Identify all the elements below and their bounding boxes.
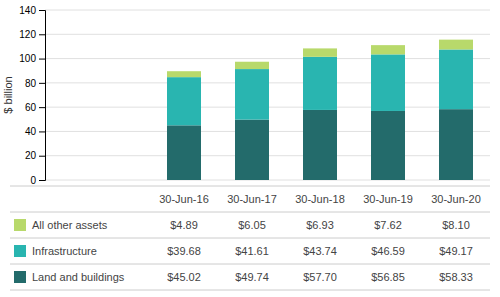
table-header: 30-Jun-16: [159, 193, 209, 205]
table-value: $56.85: [371, 271, 405, 283]
y-tick-mark: [39, 34, 45, 35]
table-header: 30-Jun-19: [363, 193, 413, 205]
bar: [235, 62, 269, 69]
legend-label: Land and buildings: [32, 271, 125, 283]
table-separator: [10, 290, 490, 291]
y-tick-mark: [39, 107, 45, 108]
bar: [439, 109, 473, 180]
legend-swatch: [14, 219, 26, 231]
y-tick-label: 80: [25, 78, 37, 89]
bar-series: [167, 49, 473, 125]
table-value: $49.17: [439, 245, 473, 257]
bar: [303, 57, 337, 110]
table-value: $6.05: [238, 219, 266, 231]
bar: [167, 125, 201, 180]
y-axis: 0 20 40 60 80 100 120 140: [19, 5, 45, 186]
bar: [303, 48, 337, 56]
bar: [371, 45, 405, 54]
y-tick: 100: [19, 53, 45, 64]
table-separator: [10, 264, 490, 265]
y-tick-mark: [39, 10, 45, 11]
table-separator: [10, 212, 490, 213]
table-separator: [10, 238, 490, 239]
y-tick: 40: [25, 126, 45, 137]
bar: [439, 49, 473, 109]
y-tick-label: 120: [19, 29, 36, 40]
chart: 020406080100120140$ billion30-Jun-1630-J…: [0, 0, 500, 297]
legend-swatch: [14, 271, 26, 283]
y-tick: 140: [19, 5, 45, 16]
y-tick-label: 40: [25, 126, 37, 137]
bar: [303, 110, 337, 180]
y-tick-mark: [39, 156, 45, 157]
y-tick: 60: [25, 102, 45, 113]
bar: [235, 69, 269, 120]
y-tick-label: 20: [25, 150, 37, 161]
table-value: $58.33: [439, 271, 473, 283]
bar: [371, 54, 405, 111]
table-value: $46.59: [371, 245, 405, 257]
bar: [439, 40, 473, 50]
legend-swatch: [14, 245, 26, 257]
y-tick-mark: [39, 83, 45, 84]
y-axis-title: $ billion: [2, 76, 14, 113]
bar: [371, 111, 405, 180]
bars: [167, 40, 473, 180]
y-tick-mark: [39, 59, 45, 60]
y-tick-mark: [39, 180, 45, 181]
table-value: $4.89: [170, 219, 198, 231]
legend-label: All other assets: [32, 219, 108, 231]
bar: [167, 71, 201, 77]
grid-line: [45, 34, 490, 35]
table-header: 30-Jun-18: [295, 193, 345, 205]
bar-series: [167, 109, 473, 180]
y-tick: 80: [25, 78, 45, 89]
grid: [45, 10, 490, 180]
table-value: $6.93: [306, 219, 334, 231]
table: 30-Jun-16 30-Jun-17 30-Jun-18 30-Jun-19 30-J…: [10, 186, 490, 290]
table-value: $7.62: [374, 219, 402, 231]
table-header: 30-Jun-20: [431, 193, 481, 205]
bar: [167, 77, 201, 125]
table-separator: [10, 186, 490, 187]
grid-line: [45, 10, 490, 11]
bar-series: [167, 40, 473, 78]
y-tick: 0: [30, 175, 45, 186]
y-tick-label: 60: [25, 102, 37, 113]
grid-line: [45, 58, 490, 59]
y-tick-label: 140: [19, 5, 36, 16]
y-tick-mark: [39, 131, 45, 132]
bar: [235, 120, 269, 180]
table-value: $57.70: [303, 271, 337, 283]
y-tick: 20: [25, 150, 45, 161]
table-value: $39.68: [167, 245, 201, 257]
y-tick-label: 0: [30, 175, 36, 186]
legend-label: Infrastructure: [32, 245, 97, 257]
table-value: $43.74: [303, 245, 337, 257]
y-tick: 120: [19, 29, 45, 40]
y-tick-label: 100: [19, 53, 36, 64]
table-value: $49.74: [235, 271, 269, 283]
table-value: $41.61: [235, 245, 269, 257]
table-header: 30-Jun-17: [227, 193, 277, 205]
table-value: $45.02: [167, 271, 201, 283]
y-axis-line: [39, 11, 46, 181]
table-value: $8.10: [442, 219, 470, 231]
